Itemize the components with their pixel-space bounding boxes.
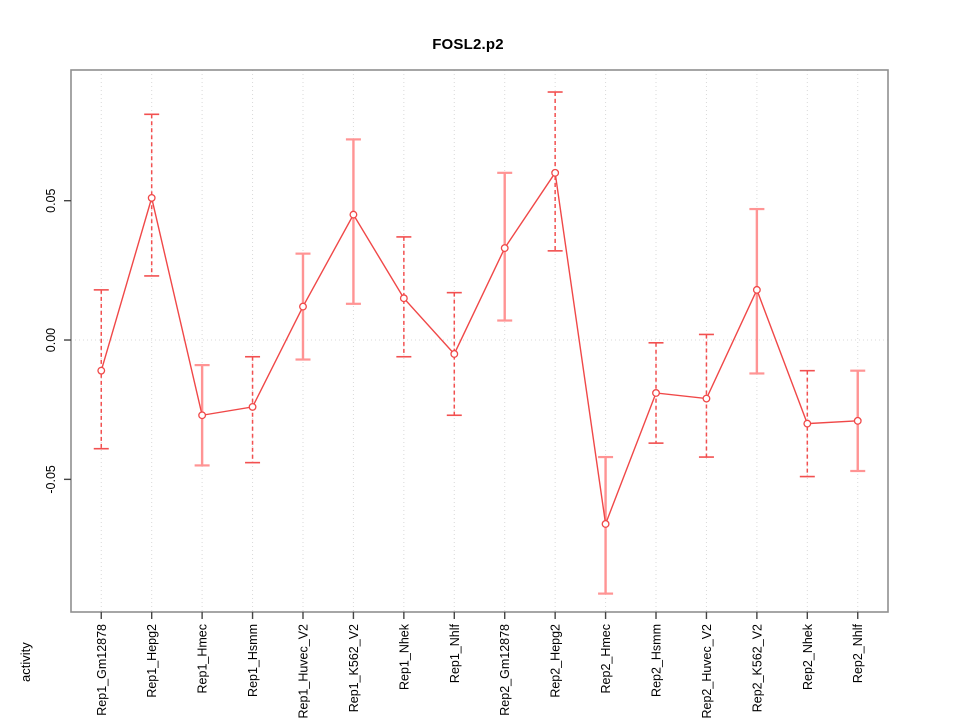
data-point [853, 416, 862, 425]
data-point [500, 244, 509, 253]
y-tick-label: -0.05 [44, 465, 58, 494]
data-point [450, 350, 459, 358]
data-point [601, 519, 610, 528]
x-tick-label: Rep1_Hsmm [246, 624, 260, 697]
x-tick-label: Rep2_Nhek [801, 623, 815, 690]
plot-border [70, 69, 889, 613]
x-tick-label: Rep1_Nhek [397, 623, 411, 690]
x-tick-label: Rep2_Hepg2 [549, 624, 563, 698]
data-point [147, 193, 156, 202]
data-point [349, 210, 358, 219]
data-point [97, 366, 106, 375]
chart-title: FOSL2.p2 [432, 36, 504, 53]
data-point [198, 411, 207, 420]
data-point [399, 294, 408, 303]
data-point [248, 402, 257, 411]
data-point [652, 389, 660, 397]
x-tick-label: Rep1_Gm12878 [95, 624, 109, 716]
data-point [702, 394, 711, 403]
x-tick-label: Rep1_K562_V2 [347, 624, 361, 712]
x-tick-label: Rep1_Huvec_V2 [296, 624, 310, 719]
x-tick-label: Rep1_Nhlf [448, 623, 462, 683]
x-tick-label: Rep2_K562_V2 [750, 624, 764, 712]
x-tick-label: Rep1_Hmec [196, 624, 210, 693]
x-tick-label: Rep2_Huvec_V2 [700, 624, 714, 719]
data-point [551, 168, 560, 177]
x-tick-label: Rep2_Hmec [599, 624, 613, 693]
data-line [100, 170, 858, 527]
data-point [803, 419, 812, 428]
y-tick-label: 0.05 [44, 188, 58, 212]
x-tick-label: Rep1_Hepg2 [145, 624, 159, 698]
x-tick-label: Rep2_Hsmm [650, 624, 664, 697]
data-point [752, 285, 761, 294]
x-tick-label: Rep2_Nhlf [851, 623, 865, 683]
y-tick-label: 0.00 [44, 328, 58, 352]
x-tick-label: Rep2_Gm12878 [498, 624, 512, 716]
data-point [299, 302, 307, 311]
